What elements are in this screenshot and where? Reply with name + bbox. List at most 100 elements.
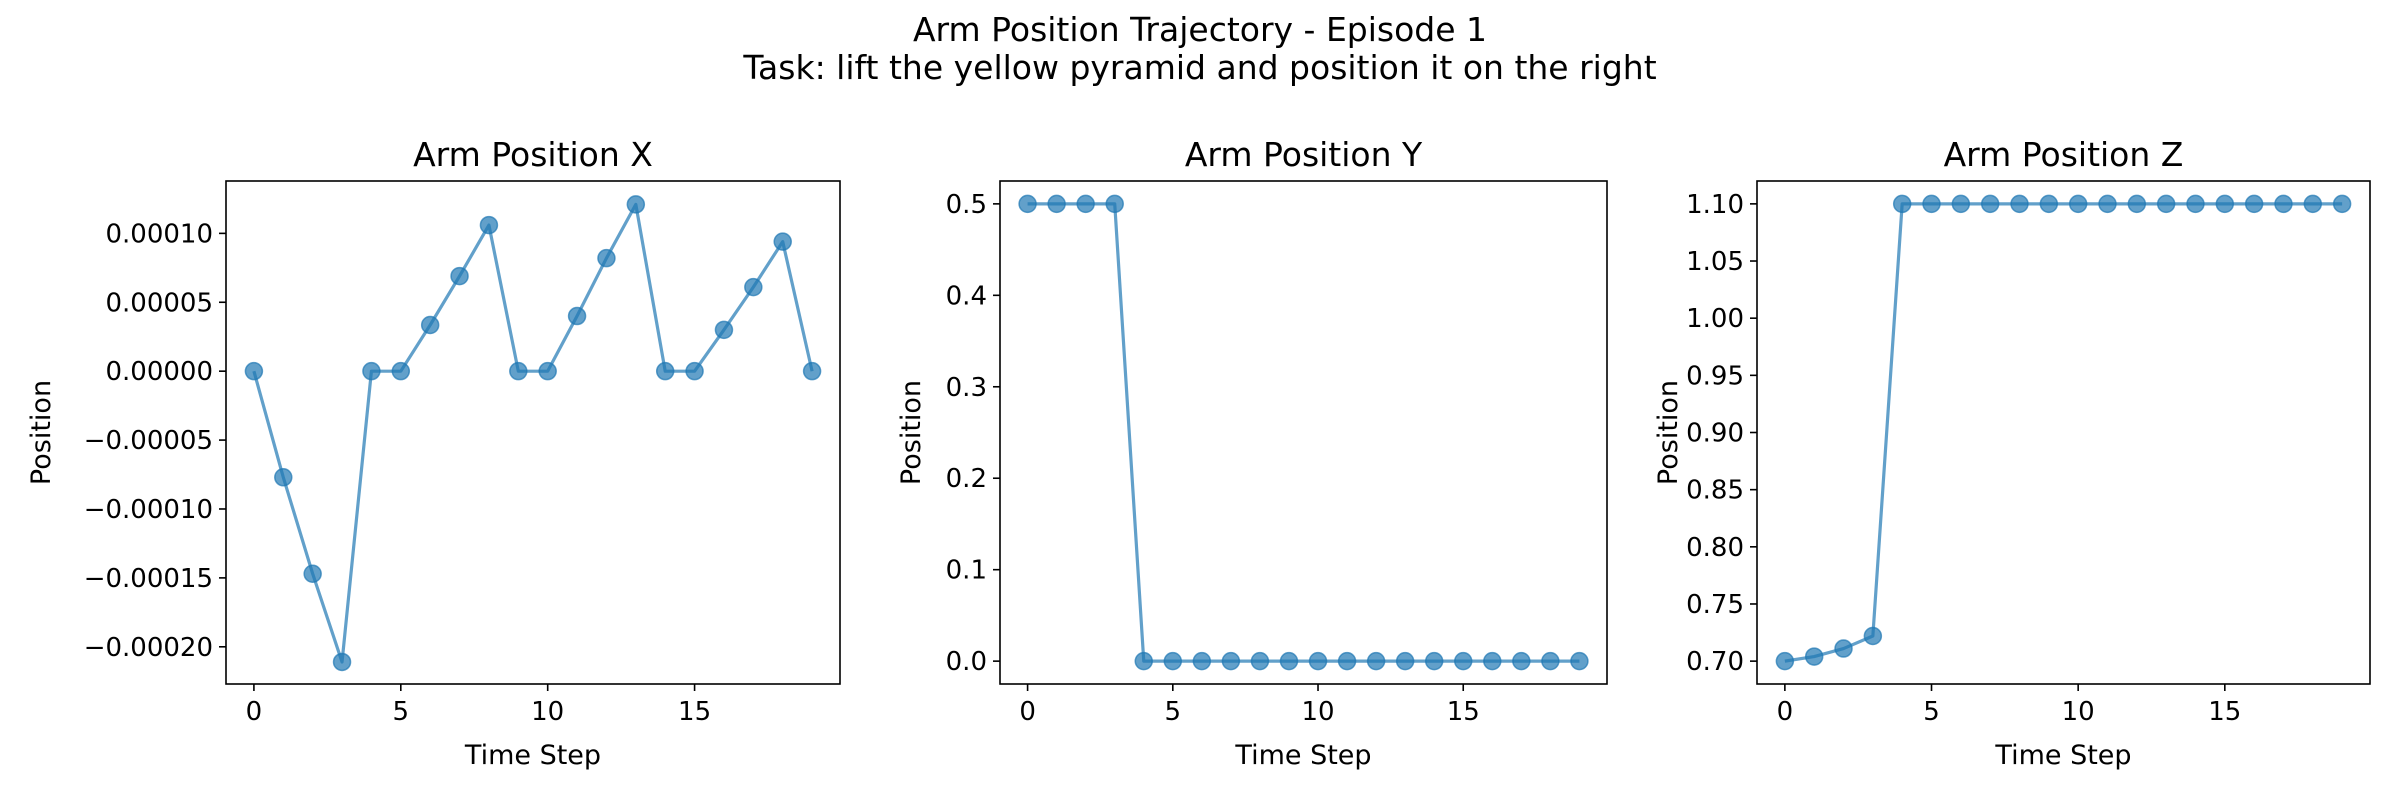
data-point-y: [1250, 651, 1270, 671]
data-point-y: [1366, 651, 1386, 671]
series-line-x: [252, 202, 814, 664]
data-point-y: [1134, 651, 1154, 671]
figure-subtitle: Task: lift the yellow pyramid and positi…: [742, 48, 1656, 87]
y-tick-label-z: 0.80: [1686, 533, 1744, 563]
data-point-x: [626, 195, 646, 214]
subplot-x: Arm Position X 0 5 10 15 −0.00020 −0.00015 −0.0…: [26, 135, 841, 771]
data-point-y: [1105, 194, 1124, 214]
y-axis-label-x: Position: [26, 380, 57, 485]
y-tick-label-z: 1.05: [1686, 247, 1744, 277]
data-point-z: [1775, 651, 1795, 671]
data-point-x: [802, 361, 822, 381]
y-tick-label-x: −0.00015: [84, 564, 213, 594]
data-point-z: [2215, 194, 2235, 214]
data-point-z: [1834, 639, 1853, 658]
subplot-title-x: Arm Position X: [413, 135, 653, 174]
data-point-z: [2156, 194, 2176, 214]
x-tick-label-y: 0: [1019, 697, 1036, 727]
x-tick-label-z: 10: [2062, 697, 2095, 727]
subplots: Arm Position X 0 5 10 15 −0.00020 −0.00015 −0.0…: [26, 135, 2371, 771]
data-point-z: [2039, 194, 2059, 214]
data-point-x: [332, 652, 352, 672]
data-point-y: [1512, 651, 1531, 671]
data-point-y: [1308, 651, 1328, 671]
x-axis-label-x: Time Step: [464, 740, 601, 771]
data-point-x: [685, 361, 704, 381]
data-point-x: [567, 306, 587, 326]
data-point-y: [1424, 651, 1444, 671]
y-tick-label-y: 0.4: [946, 281, 987, 311]
data-point-y: [1395, 651, 1415, 671]
y-tick-label-y: 0.5: [946, 190, 987, 220]
data-point-z: [2127, 194, 2147, 214]
y-tick-label-z: 0.75: [1686, 590, 1744, 620]
y-tick-label-y: 0.2: [946, 464, 987, 494]
data-point-z: [1892, 194, 1912, 214]
axes-frame-y: [999, 180, 1608, 685]
data-point-y: [1570, 651, 1589, 671]
data-point-z: [2068, 194, 2088, 214]
data-point-x: [597, 248, 616, 268]
y-tick-label-x: −0.00010: [84, 495, 213, 525]
data-point-z: [2186, 194, 2205, 214]
data-point-z: [2274, 194, 2293, 214]
data-point-x: [362, 361, 381, 381]
data-point-y: [1076, 194, 1095, 214]
x-tick-label-y: 15: [1447, 697, 1480, 727]
data-point-z: [2098, 194, 2117, 214]
y-axis-label-y: Position: [896, 380, 927, 485]
data-point-y: [1453, 651, 1473, 671]
y-tick-label-z: 1.10: [1686, 190, 1744, 220]
y-tick-label-x: −0.00020: [84, 633, 213, 663]
data-point-x: [744, 277, 763, 297]
data-point-x: [479, 215, 499, 235]
y-tick-label-x: 0.00005: [105, 288, 213, 318]
y-tick-label-y: 0.3: [946, 373, 987, 403]
data-point-x: [655, 361, 675, 381]
y-tick-label-z: 0.95: [1686, 361, 1744, 391]
x-tick-label-x: 0: [246, 697, 263, 727]
data-point-x: [420, 315, 440, 335]
data-point-x: [450, 266, 469, 286]
x-tick-label-y: 10: [1301, 697, 1334, 727]
series-line-z: [1784, 202, 2343, 663]
y-tick-label-y: 0.0: [946, 647, 987, 677]
data-point-z: [2010, 194, 2029, 214]
data-point-x: [509, 361, 528, 381]
data-point-z: [1951, 194, 1971, 214]
subplot-title-y: Arm Position Y: [1185, 135, 1423, 174]
subplot-z: Arm Position Z 0 5 10 15 0.70 0.75 0.80 0.85 0.90…: [1653, 135, 2371, 771]
subplot-title-z: Arm Position Z: [1944, 135, 2184, 174]
data-point-y: [1018, 194, 1037, 214]
data-point-y: [1047, 194, 1066, 214]
figure-title: Arm Position Trajectory - Episode 1: [913, 10, 1487, 49]
data-point-z: [1863, 626, 1883, 646]
y-tick-label-z: 1.00: [1686, 304, 1744, 334]
data-point-y: [1337, 651, 1357, 671]
data-point-y: [1541, 651, 1560, 671]
data-point-z: [1922, 194, 1941, 214]
series-line-y: [1027, 202, 1580, 663]
data-point-x: [303, 564, 322, 584]
data-point-y: [1163, 651, 1183, 671]
data-point-x: [274, 468, 293, 487]
x-tick-label-y: 5: [1165, 697, 1182, 727]
y-tick-label-z: 0.90: [1686, 419, 1744, 449]
data-point-y: [1221, 651, 1241, 671]
data-point-z: [1804, 647, 1824, 666]
axes-frame-z: [1756, 180, 2371, 685]
x-tick-label-x: 5: [393, 697, 410, 727]
data-point-x: [538, 361, 557, 381]
x-tick-label-z: 5: [1923, 697, 1940, 727]
data-point-z: [2332, 194, 2352, 214]
data-point-y: [1483, 651, 1502, 671]
y-tick-label-z: 0.85: [1686, 476, 1744, 506]
x-tick-label-z: 15: [2208, 697, 2241, 727]
x-tick-label-x: 15: [678, 697, 711, 727]
data-point-z: [1980, 194, 2000, 214]
y-axis-label-z: Position: [1653, 380, 1684, 485]
y-tick-label-z: 0.70: [1686, 647, 1744, 677]
y-tick-label-y: 0.1: [946, 556, 987, 586]
